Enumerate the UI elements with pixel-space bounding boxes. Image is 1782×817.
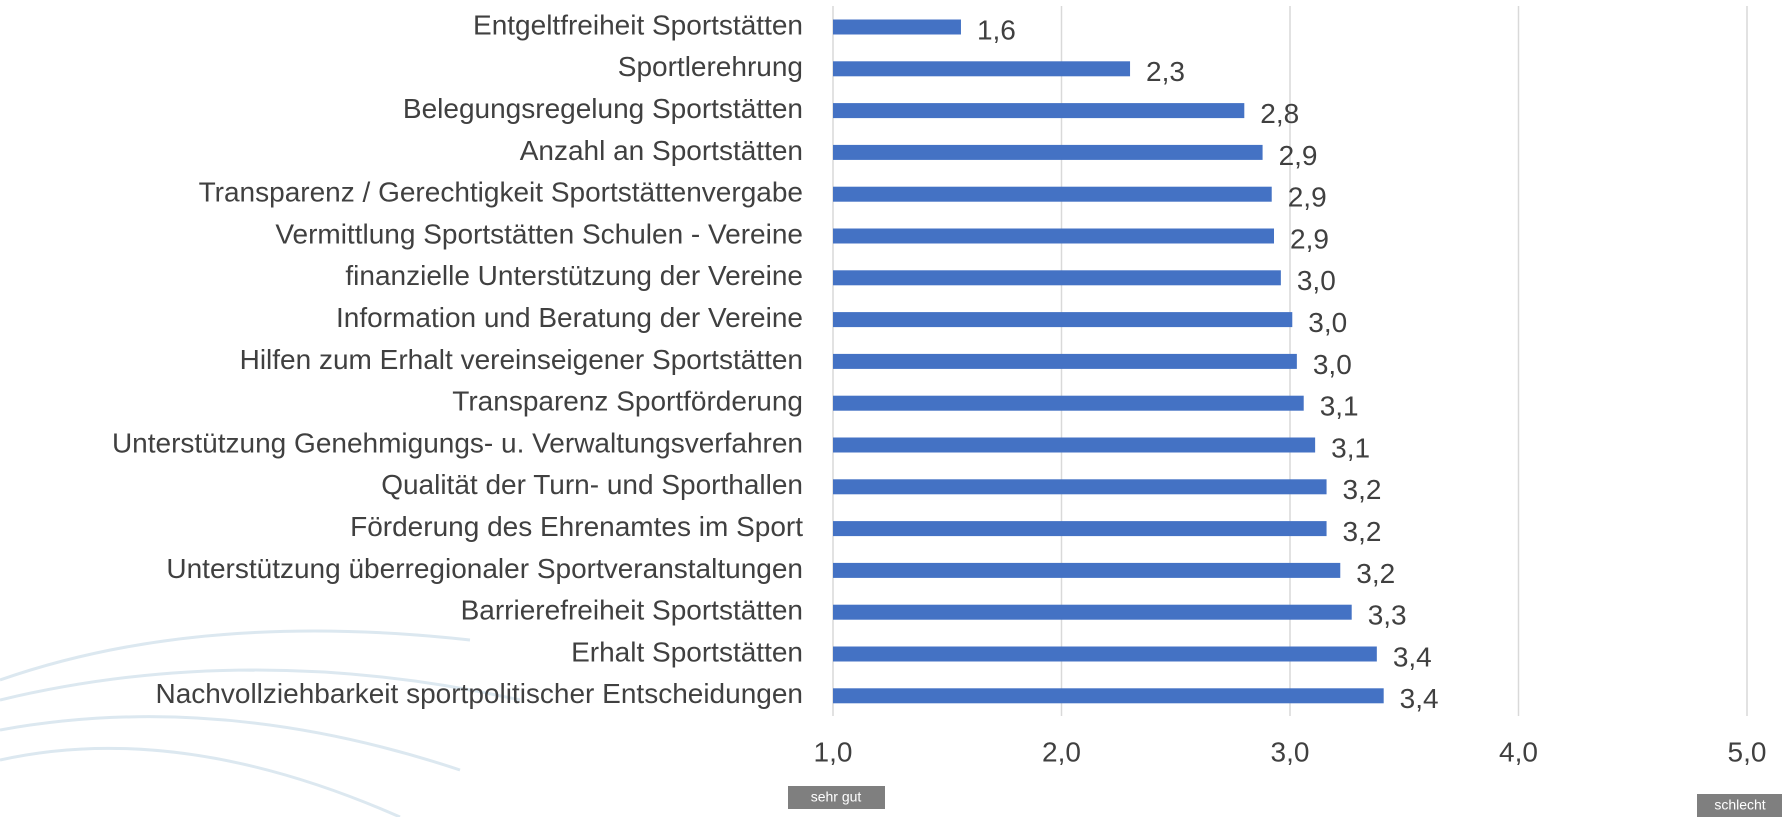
- y-tick-label: Barrierefreiheit Sportstätten: [461, 595, 803, 626]
- bar: [833, 19, 961, 35]
- value-label: 3,2: [1343, 474, 1382, 505]
- bar: [833, 144, 1263, 160]
- y-tick-label: Hilfen zum Erhalt vereinseigener Sportst…: [240, 344, 803, 375]
- bar: [833, 270, 1281, 286]
- value-label: 3,1: [1320, 391, 1359, 422]
- y-tick-label: finanzielle Unterstützung der Vereine: [345, 260, 803, 291]
- x-tick-label: 4,0: [1499, 736, 1538, 767]
- bar: [833, 228, 1275, 244]
- value-label: 2,9: [1290, 223, 1329, 254]
- value-label: 2,9: [1288, 182, 1327, 213]
- y-tick-label: Unterstützung Genehmigungs- u. Verwaltun…: [112, 427, 803, 458]
- value-label: 3,2: [1356, 558, 1395, 589]
- y-tick-label: Transparenz Sportförderung: [452, 386, 803, 417]
- y-tick-label: Nachvollziehbarkeit sportpolitischer Ent…: [156, 678, 803, 709]
- x-tick-label: 3,0: [1271, 736, 1310, 767]
- high-label-box: [1697, 794, 1782, 817]
- bar: [833, 479, 1327, 495]
- value-label: 3,3: [1368, 600, 1407, 631]
- bar: [833, 395, 1304, 411]
- value-label: 2,3: [1146, 56, 1185, 87]
- y-tick-label: Anzahl an Sportstätten: [520, 135, 803, 166]
- bar: [833, 353, 1297, 369]
- low-label-box: [788, 786, 885, 809]
- bar: [833, 562, 1341, 578]
- value-label: 2,9: [1279, 140, 1318, 171]
- bar: [833, 437, 1316, 453]
- high-label: schlecht: [1714, 797, 1765, 813]
- x-tick-label: 1,0: [814, 736, 853, 767]
- bar: [833, 312, 1293, 328]
- value-label: 3,4: [1400, 683, 1439, 714]
- y-tick-label: Entgeltfreiheit Sportstätten: [473, 9, 803, 40]
- bar: [833, 103, 1245, 119]
- value-label: 3,2: [1343, 516, 1382, 547]
- bar: [833, 186, 1272, 202]
- y-tick-label: Vermittlung Sportstätten Schulen - Verei…: [275, 218, 803, 249]
- background-swoosh: [0, 629, 521, 817]
- x-tick-label: 2,0: [1042, 736, 1081, 767]
- y-tick-label: Förderung des Ehrenamtes im Sport: [350, 511, 803, 542]
- bar: [833, 521, 1327, 537]
- value-label: 2,8: [1260, 98, 1299, 129]
- bar: [833, 646, 1377, 662]
- y-tick-label: Belegungsregelung Sportstätten: [403, 93, 803, 124]
- y-tick-label: Unterstützung überregionaler Sportverans…: [166, 553, 803, 584]
- y-tick-label: Sportlerehrung: [618, 51, 803, 82]
- y-tick-label: Erhalt Sportstätten: [571, 636, 803, 667]
- y-tick-label: Qualität der Turn- und Sporthallen: [381, 469, 803, 500]
- bar: [833, 61, 1131, 77]
- value-label: 3,1: [1331, 432, 1370, 463]
- bar: [833, 604, 1352, 620]
- bar: [833, 688, 1384, 704]
- y-tick-label: Transparenz / Gerechtigkeit Sportstätten…: [199, 177, 803, 208]
- y-tick-label: Information und Beratung der Vereine: [336, 302, 803, 333]
- value-label: 3,0: [1297, 265, 1336, 296]
- value-label: 1,6: [977, 14, 1016, 45]
- value-label: 3,4: [1393, 641, 1432, 672]
- x-tick-label: 5,0: [1728, 736, 1767, 767]
- low-label: sehr gut: [811, 789, 862, 805]
- value-label: 3,0: [1313, 349, 1352, 380]
- value-label: 3,0: [1308, 307, 1347, 338]
